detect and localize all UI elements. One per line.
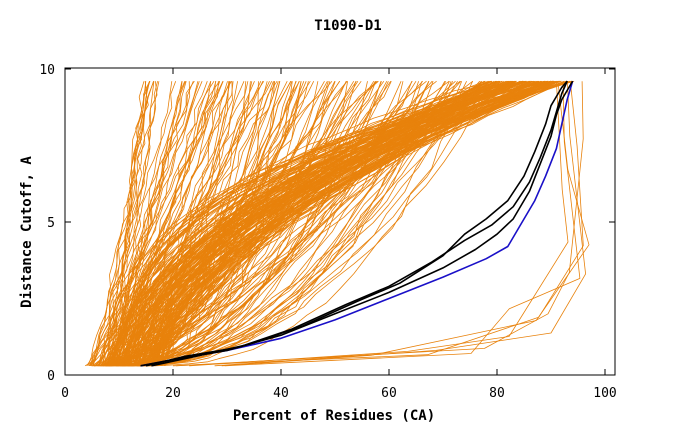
model-curve — [150, 80, 548, 367]
highlight-black-curve — [151, 80, 568, 367]
model-curve — [116, 80, 552, 366]
model-curve — [155, 80, 513, 366]
model-curve — [122, 80, 562, 366]
model-curve — [98, 81, 150, 366]
model-curve — [176, 81, 584, 367]
y-tick-label: 10 — [39, 63, 55, 78]
x-tick-label: 20 — [165, 386, 181, 401]
model-curve — [214, 81, 586, 367]
model-curve — [134, 80, 507, 366]
model-curve — [87, 81, 155, 366]
model-curve — [88, 80, 215, 366]
y-axis: 0 5 10 — [39, 63, 615, 384]
model-curve — [149, 80, 546, 366]
model-curve — [142, 80, 542, 366]
model-curve — [133, 80, 568, 366]
y-tick-label: 5 — [47, 216, 55, 231]
model-curve — [137, 81, 452, 367]
model-curve — [109, 80, 485, 366]
x-axis-label: Percent of Residues (CA) — [233, 408, 435, 424]
model-curve — [141, 81, 430, 367]
model-curve — [133, 80, 492, 366]
model-curve — [122, 80, 499, 366]
model-curve — [152, 80, 527, 366]
model-curve — [126, 80, 512, 366]
x-tick-label: 100 — [593, 386, 616, 401]
x-tick-label: 0 — [61, 386, 69, 401]
model-curve — [139, 80, 486, 366]
model-curve — [92, 80, 195, 366]
highlight-blue-curve — [140, 80, 574, 367]
chart-title: T1090-D1 — [314, 18, 381, 34]
y-axis-label: Distance Cutoff, A — [19, 156, 35, 308]
model-curve — [129, 80, 505, 366]
model-curve — [122, 80, 573, 366]
model-curve — [189, 81, 569, 367]
model-curve — [105, 81, 154, 366]
model-curve — [224, 81, 581, 367]
plot-area — [84, 80, 590, 367]
model-curve — [103, 81, 147, 366]
x-tick-label: 60 — [381, 386, 397, 401]
y-tick-label: 0 — [47, 369, 55, 384]
model-curve — [172, 81, 584, 367]
model-curve — [84, 81, 200, 367]
model-curve — [98, 81, 183, 366]
model-curve — [127, 80, 482, 367]
model-curve — [143, 81, 473, 367]
model-curve — [128, 81, 430, 367]
model-curve — [104, 81, 158, 366]
x-tick-label: 80 — [489, 386, 505, 401]
x-axis: 0 20 40 60 80 100 — [61, 68, 617, 401]
model-curve — [221, 81, 590, 367]
model-curve — [134, 80, 570, 366]
x-tick-label: 40 — [273, 386, 289, 401]
